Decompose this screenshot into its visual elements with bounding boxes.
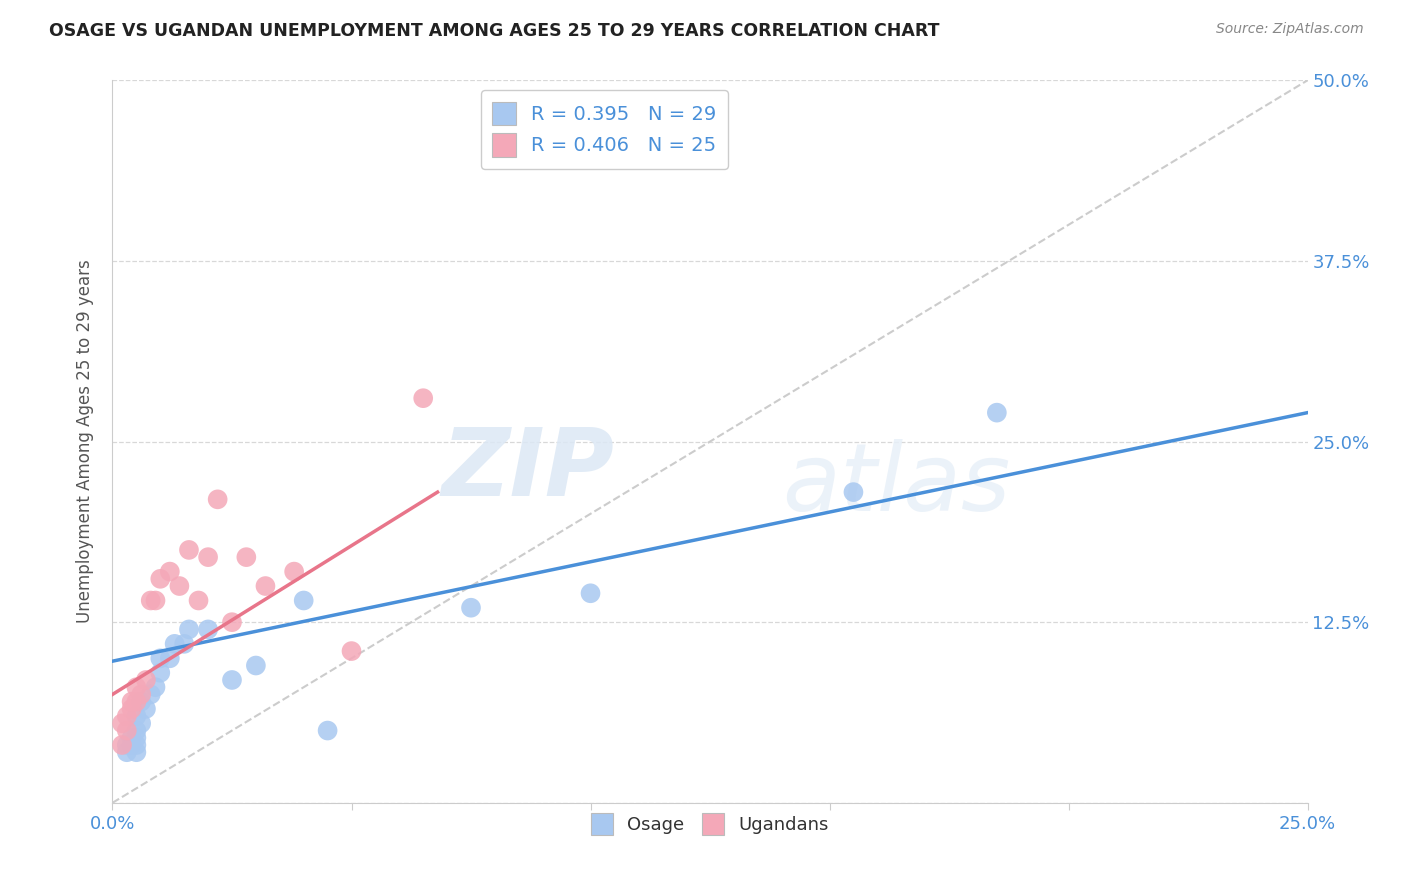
Point (139, 687, 162, 701)
Point (129, 716, 152, 731)
Point (221, 673, 243, 687)
Point (125, 695, 148, 709)
Point (340, 644, 363, 658)
Point (129, 695, 152, 709)
Point (125, 738, 148, 752)
Point (145, 593, 167, 607)
Point (111, 738, 134, 752)
Point (283, 565, 305, 579)
Point (121, 702, 143, 716)
Point (135, 673, 157, 687)
Point (145, 680, 167, 694)
Point (221, 615, 243, 630)
Point (579, 586, 602, 600)
Point (173, 637, 195, 651)
Point (115, 709, 138, 723)
Text: atlas: atlas (782, 440, 1010, 531)
Point (254, 579, 277, 593)
Point (412, 391, 434, 405)
Point (149, 665, 172, 680)
Point (135, 702, 157, 716)
Point (115, 745, 138, 759)
Point (207, 492, 229, 507)
Point (159, 651, 181, 665)
Point (129, 687, 152, 701)
Point (292, 593, 315, 607)
Point (159, 565, 181, 579)
Text: ZIP: ZIP (441, 425, 614, 516)
Text: OSAGE VS UGANDAN UNEMPLOYMENT AMONG AGES 25 TO 29 YEARS CORRELATION CHART: OSAGE VS UGANDAN UNEMPLOYMENT AMONG AGES… (49, 22, 939, 40)
Point (125, 731, 148, 745)
Point (121, 731, 143, 745)
Point (187, 593, 209, 607)
Point (121, 695, 143, 709)
Point (842, 485, 865, 500)
Point (986, 406, 1008, 420)
Point (460, 600, 482, 615)
Point (115, 738, 138, 752)
Point (235, 550, 257, 565)
Text: Source: ZipAtlas.com: Source: ZipAtlas.com (1216, 22, 1364, 37)
Point (149, 651, 172, 665)
Point (149, 572, 172, 586)
Point (163, 637, 186, 651)
Point (125, 723, 148, 738)
Point (111, 716, 134, 731)
Legend: Osage, Ugandans: Osage, Ugandans (582, 805, 838, 845)
Point (139, 593, 162, 607)
Point (169, 579, 191, 593)
Point (125, 709, 148, 723)
Point (316, 723, 339, 738)
Point (197, 550, 219, 565)
Point (245, 658, 267, 673)
Point (125, 745, 148, 759)
Point (115, 723, 138, 738)
Point (197, 623, 219, 637)
Point (177, 623, 200, 637)
Y-axis label: Unemployment Among Ages 25 to 29 years: Unemployment Among Ages 25 to 29 years (76, 260, 94, 624)
Point (125, 680, 148, 694)
Point (121, 738, 143, 752)
Point (177, 542, 200, 557)
